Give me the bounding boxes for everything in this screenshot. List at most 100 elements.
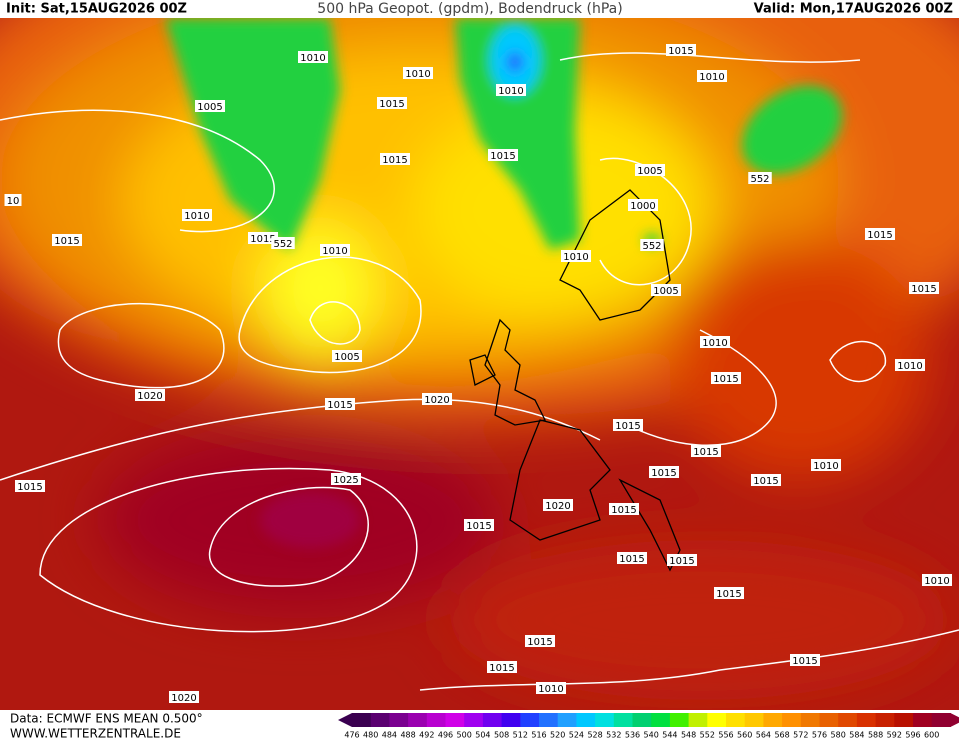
isobar-label: 552 (750, 174, 769, 185)
colorbar-swatch (426, 713, 446, 727)
isobar-label: 1020 (424, 395, 449, 406)
label-box (248, 232, 278, 244)
colorbar-label: 552 (700, 731, 715, 740)
label-box (52, 234, 82, 246)
colorbar-swatch (913, 713, 933, 727)
isobar-label: 1015 (651, 468, 676, 479)
isobar-label: 1010 (813, 461, 838, 472)
label-box (922, 574, 952, 586)
colorbar-swatch (726, 713, 746, 727)
isobar-label: 1015 (54, 236, 79, 247)
colorbar-arrow-left (338, 713, 352, 727)
isobar-label: 1020 (171, 693, 196, 704)
label-box (135, 389, 165, 401)
colorbar-swatch (539, 713, 559, 727)
isobar-label: 1015 (611, 505, 636, 516)
colorbar-swatch (669, 713, 690, 727)
isobar-label: 1000 (630, 201, 655, 212)
isobar-label: 1015 (379, 99, 404, 110)
isobar-label: 1015 (792, 656, 817, 667)
label-box (651, 284, 681, 296)
label-box (667, 554, 697, 566)
label-box (714, 587, 744, 599)
isobar-label: 1010 (538, 684, 563, 695)
isobar-label: 1015 (716, 589, 741, 600)
colorbar-swatch (389, 713, 409, 727)
data-source: Data: ECMWF ENS MEAN 0.500° (10, 712, 203, 726)
isobar-label: 1010 (699, 72, 724, 83)
label-box (751, 474, 781, 486)
colorbar-label: 560 (737, 731, 752, 740)
label-box (496, 84, 526, 96)
label-box (543, 499, 573, 511)
isobar-label: 1015 (619, 554, 644, 565)
colorbar-label: 596 (905, 731, 920, 740)
isobar-label: 1015 (327, 400, 352, 411)
label-box (325, 398, 355, 410)
colorbar-label: 572 (793, 731, 808, 740)
isobar-label: 1015 (466, 521, 491, 532)
valid-label: Valid: Mon,17AUG2026 00Z (754, 2, 953, 17)
colorbar-label: 592 (887, 731, 902, 740)
isobar-label: 1010 (184, 211, 209, 222)
isobar-label: 1005 (637, 166, 662, 177)
label-box (666, 44, 696, 56)
colorbar-swatch (856, 713, 877, 727)
colorbar-swatch (875, 713, 895, 727)
label-box (536, 682, 566, 694)
label-box (790, 654, 820, 666)
colorbar-label: 576 (812, 731, 827, 740)
isobar-label: 1015 (668, 46, 693, 57)
colorbar: 476 480 484 488 492 496 500 504 508 512 516 520 524 5… (338, 713, 959, 740)
colorbar-swatch (595, 713, 615, 727)
colorbar-swatch (819, 713, 839, 727)
isobar-label: 1015 (17, 482, 42, 493)
colorbar-swatch (838, 713, 858, 727)
label-box (525, 635, 555, 647)
label-box (195, 100, 225, 112)
label-box (617, 552, 647, 564)
isobar-label: 1020 (545, 501, 570, 512)
label-box (697, 70, 727, 82)
colorbar-swatch (352, 713, 372, 727)
label-box (895, 359, 925, 371)
colorbar-swatch (782, 713, 802, 727)
isobar-label: 1010 (897, 361, 922, 372)
colorbar-label: 548 (681, 731, 696, 740)
colorbar-swatch (931, 713, 951, 727)
colorbar-swatch (894, 713, 914, 727)
label-box (15, 480, 45, 492)
colorbar-swatch (408, 713, 428, 727)
label-box (640, 239, 664, 251)
label-box (182, 209, 212, 221)
isobar-label: 1015 (490, 151, 515, 162)
colorbar-label: 512 (513, 731, 528, 740)
colorbar-label: 532 (606, 731, 621, 740)
isobar-label: 1005 (653, 286, 678, 297)
colorbar-label: 516 (531, 731, 546, 740)
colorbar-label: 480 (363, 731, 378, 740)
colorbar-label: 564 (756, 731, 771, 740)
colorbar-swatch (520, 713, 540, 727)
isobar-label: 1010 (405, 69, 430, 80)
colorbar-swatch (445, 713, 465, 727)
isobar-label: 1020 (137, 391, 162, 402)
label-box (271, 237, 295, 249)
colorbar-label: 584 (849, 731, 864, 740)
label-box (613, 419, 643, 431)
label-box (811, 459, 841, 471)
label-box (169, 691, 199, 703)
isobar-label: 1015 (867, 230, 892, 241)
label-box (628, 199, 658, 211)
isobar-label: 1015 (382, 155, 407, 166)
isobar-label: 1015 (753, 476, 778, 487)
label-box (331, 473, 361, 485)
isobar-labels: 1010 1005 1010 1015 1015 1010 1015 552 1010 1015 1… (4, 44, 952, 704)
label-box (4, 194, 22, 206)
init-label: Init: Sat,15AUG2026 00Z (6, 2, 187, 17)
colorbar-label: 556 (718, 731, 733, 740)
colorbar-label: 488 (400, 731, 415, 740)
label-box (635, 164, 665, 176)
colorbar-label: 600 (924, 731, 939, 740)
